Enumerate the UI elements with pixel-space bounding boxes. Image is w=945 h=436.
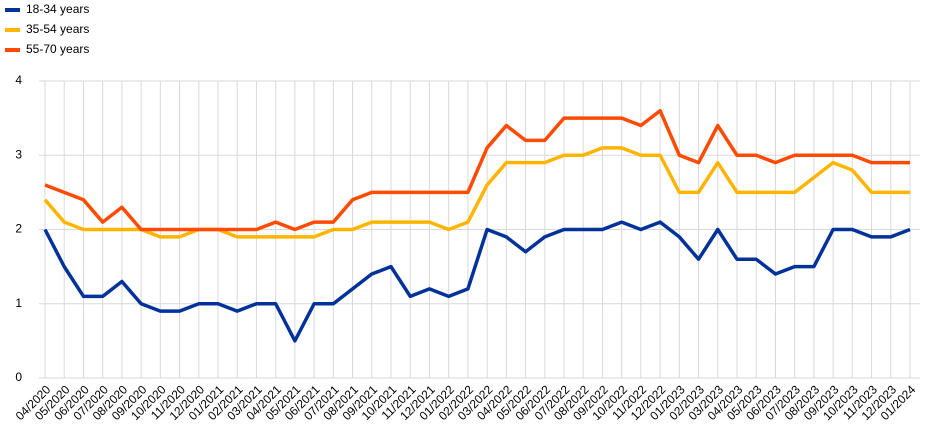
legend-label: 35-54 years xyxy=(26,22,89,36)
y-tick-label: 3 xyxy=(15,147,22,161)
series-line xyxy=(44,108,910,232)
series-line xyxy=(43,146,910,239)
y-tick-label: 0 xyxy=(15,370,22,384)
series-line xyxy=(43,220,911,343)
y-tick-label: 4 xyxy=(15,73,22,87)
y-tick-label: 2 xyxy=(15,222,22,236)
legend-label: 55-70 years xyxy=(26,42,89,56)
y-tick-label: 1 xyxy=(15,296,22,310)
legend-label: 18-34 years xyxy=(26,2,89,16)
